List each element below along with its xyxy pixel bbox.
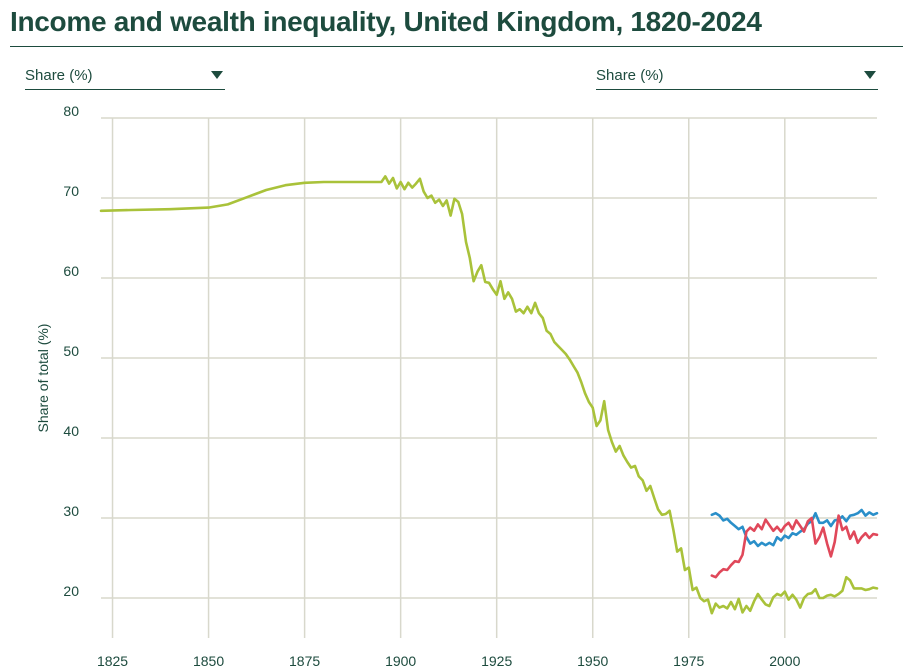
y-axis-tick-labels: 20 30 40 50 60 70 80: [63, 103, 79, 599]
x-tick-label: 1925: [481, 653, 512, 668]
x-tick-label: 1875: [289, 653, 320, 668]
x-tick-label: 1850: [193, 653, 224, 668]
y-tick-label: 20: [63, 583, 79, 599]
x-tick-label: 1900: [385, 653, 416, 668]
x-tick-label: 1950: [577, 653, 608, 668]
chevron-down-icon: [211, 71, 223, 79]
series-line-blue[interactable]: [710, 508, 879, 548]
series-line-green[interactable]: [99, 175, 879, 615]
right-metric-select-label: Share (%): [596, 67, 664, 84]
chart-series: [99, 175, 879, 615]
y-tick-label: 70: [63, 183, 79, 199]
y-tick-label: 50: [63, 343, 79, 359]
x-tick-label: 1975: [673, 653, 704, 668]
y-axis-label: Share of total (%): [35, 324, 51, 433]
left-metric-select-label: Share (%): [25, 67, 93, 84]
page-title: Income and wealth inequality, United Kin…: [10, 6, 762, 37]
x-tick-label: 1825: [97, 653, 128, 668]
title-divider: [10, 46, 903, 47]
y-tick-label: 30: [63, 503, 79, 519]
right-metric-select[interactable]: Share (%): [596, 62, 878, 90]
y-tick-label: 40: [63, 423, 79, 439]
chart-grid: [101, 117, 877, 638]
series-line-red[interactable]: [710, 514, 879, 579]
left-metric-select[interactable]: Share (%): [25, 62, 225, 90]
x-tick-label: 2000: [769, 653, 800, 668]
y-tick-label: 80: [63, 103, 79, 119]
y-tick-label: 60: [63, 263, 79, 279]
x-axis-tick-labels: 1825 1850 1875 1900 1925 1950 1975 2000: [97, 653, 801, 668]
chevron-down-icon: [864, 71, 876, 79]
